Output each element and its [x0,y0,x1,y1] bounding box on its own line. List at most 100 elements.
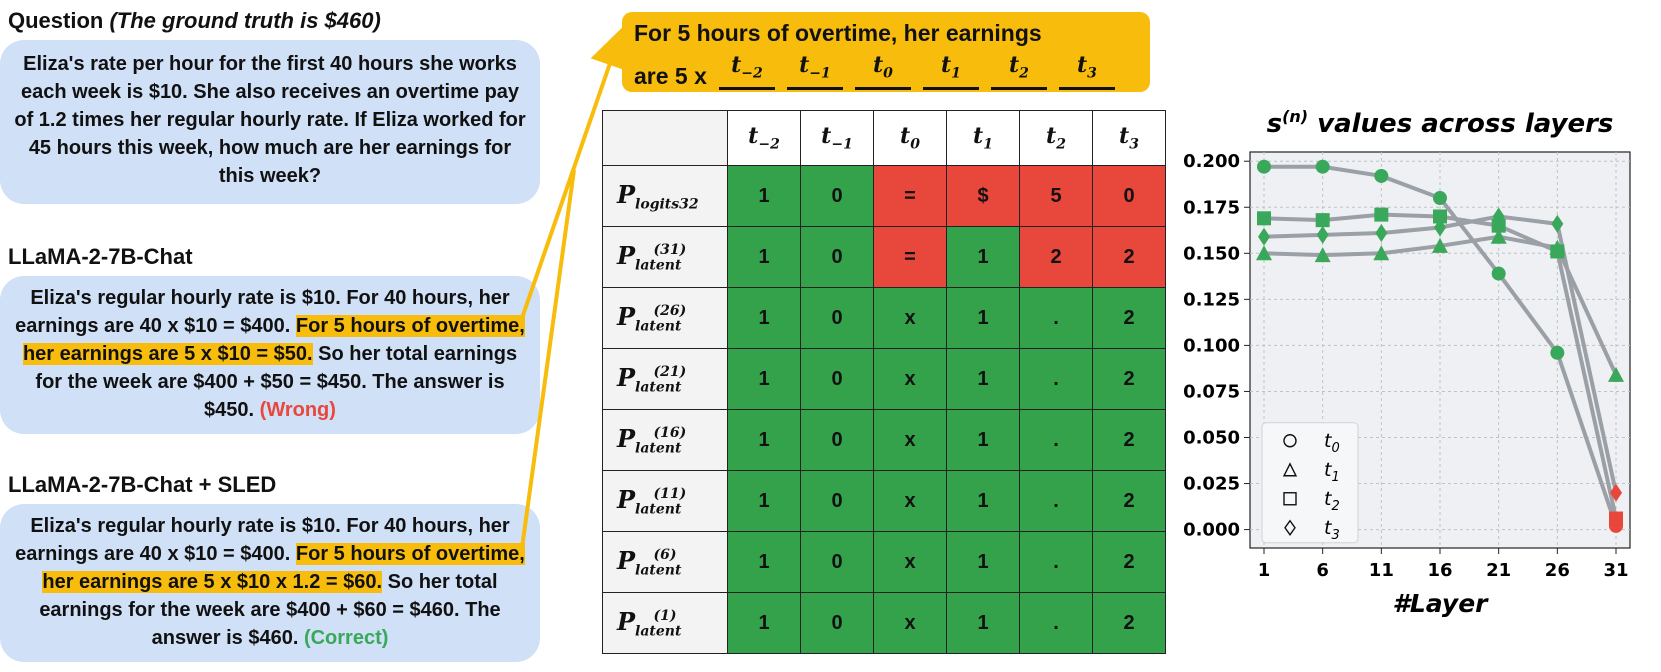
token-cell: 2 [1092,592,1166,654]
token-cell: 1 [727,165,801,227]
data-point-t0 [1550,345,1565,360]
token-cell: 2 [1092,226,1166,288]
sled-bubble: Eliza's regular hourly rate is $10. For … [0,504,540,662]
table-header-row: t−2 t−1 t0 t1 t2 t3 [602,110,1166,166]
legend-marker [1283,492,1297,506]
chart-title: s(n) values across layers [1267,107,1614,139]
token-cell: $ [946,165,1020,227]
data-point-t2 [1609,511,1623,526]
token-cell: 1 [727,592,801,654]
data-point-t1 [1256,245,1272,261]
row-label: Platent(6) [602,531,728,593]
table-body: Plogits32 1 0 = $5 0 Platent(31) 1 0 = 1 2 2 Platent(… [602,165,1166,654]
legend-box [1261,422,1359,544]
token-cell: 1 [727,531,801,593]
token-cell: x [873,592,947,654]
token-cell: . [1019,592,1093,654]
token-cell: . [1019,409,1093,471]
baseline-text-after: So her total earnings for the week are $… [35,343,518,421]
token-cell: 1 [946,226,1020,288]
table-corner [602,110,728,166]
token-cell: 5 [1019,165,1093,227]
question-bubble: Eliza's rate per hour for the first 40 h… [0,40,540,204]
token-cell: 1 [727,226,801,288]
table-row: Platent(6) 1 0 x 1. 2 [602,531,1166,593]
token-cell: x [873,409,947,471]
legend-marker [1283,434,1297,448]
callout-line1: For 5 hours of overtime, her earnings [634,20,1042,46]
baseline-bubble: Eliza's regular hourly rate is $10. For … [0,276,540,434]
table-row: Platent(1) 1 0 x 1. 2 [602,592,1166,654]
baseline-verdict: (Wrong) [259,399,336,421]
table-row: Platent(31) 1 0 = 1 2 2 [602,226,1166,288]
token-cell: 0 [800,470,874,532]
token-cell: 2 [1019,226,1093,288]
data-point-t2 [1315,213,1330,228]
token-cell: 1 [727,470,801,532]
y-tick-label: 0.100 [1183,335,1240,356]
y-tick-label: 0.075 [1183,381,1240,402]
token-cell: 2 [1092,348,1166,410]
row-label: Platent(26) [602,287,728,349]
table-row: Platent(21) 1 0 x 1. 2 [602,348,1166,410]
token-cell: 1 [727,287,801,349]
row-label: Platent(31) [602,226,728,288]
token-cell: x [873,531,947,593]
s-values-chart: s(n) values across layers 0.000 0.025 0.050… [1183,107,1631,618]
token-cell: . [1019,470,1093,532]
token-cell: x [873,287,947,349]
table-row: Platent(16) 1 0 x 1. 2 [602,409,1166,471]
row-label: Plogits32 [602,165,728,227]
token-cell: 1 [727,409,801,471]
data-point-t0 [1491,266,1506,281]
legend-marker [1284,519,1296,536]
token-cell: 1 [946,470,1020,532]
data-point-t0 [1374,168,1389,183]
token-table: t−2 t−1 t0 t1 t2 t3 Plogits32 1 0 = $5 0 Plate… [602,110,1166,654]
y-tick-label: 0.000 [1183,520,1240,541]
column-header: t−2 [727,110,801,166]
ground-truth-note: (The ground truth is $460) [109,8,381,33]
row-label: Platent(1) [602,592,728,654]
data-point-t3 [1316,225,1329,244]
baseline-text-before: Eliza's regular hourly rate is $10. For … [15,287,510,337]
x-tick-label: 26 [1545,560,1570,581]
token-cell: . [1019,348,1093,410]
row-label: Platent(11) [602,470,728,532]
token-cell: 0 [800,592,874,654]
token-cell: 0 [1092,165,1166,227]
token-cell: 2 [1092,287,1166,349]
column-header: t3 [1092,110,1166,166]
y-tick-label: 0.150 [1183,243,1240,264]
x-tick-label: 21 [1486,560,1511,581]
sled-text-before: Eliza's regular hourly rate is $10. For … [15,515,510,565]
legend-label: t2 [1324,488,1340,514]
data-point-t0 [1315,159,1330,174]
token-cell: . [1019,531,1093,593]
legend-label: t1 [1324,459,1340,485]
data-point-t3 [1492,207,1505,226]
data-point-t2 [1550,244,1565,259]
token-cell: 0 [800,165,874,227]
column-header: t−1 [800,110,874,166]
token-cell: 2 [1092,409,1166,471]
token-cell: 0 [800,287,874,349]
x-tick-label: 1 [1258,560,1271,581]
data-point-t1 [1490,228,1507,244]
data-point-t3 [1610,483,1622,502]
token-cell: 1 [946,348,1020,410]
y-tick-label: 0.125 [1183,289,1240,310]
token-cell: 2 [1092,531,1166,593]
arrow-from-baseline [520,27,629,319]
x-tick-label: 6 [1316,560,1329,581]
y-tick-label: 0.025 [1183,474,1240,495]
data-point-t3 [1375,224,1388,243]
data-point-t1 [1373,245,1390,261]
token-blank: t1 [922,51,979,91]
data-point-t2 [1257,211,1271,226]
row-label: Platent(16) [602,409,728,471]
token-blank: t3 [1058,51,1115,91]
token-cell: 0 [800,409,874,471]
overtime-callout: For 5 hours of overtime, her earnings ar… [622,12,1150,92]
x-axis-label: #Layer [1392,589,1489,618]
